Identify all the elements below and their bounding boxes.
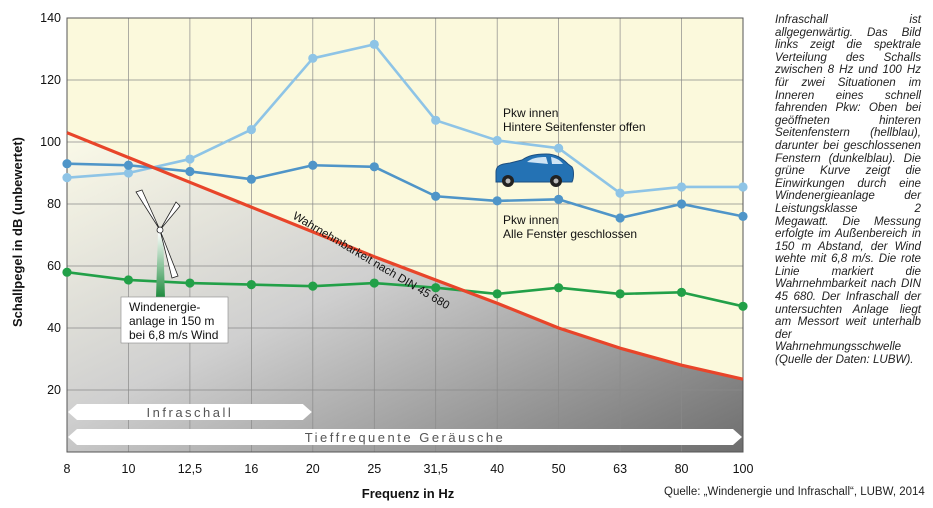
data-point xyxy=(185,154,195,164)
plot-frame xyxy=(66,17,744,453)
x-tick-label: 40 xyxy=(490,462,504,476)
data-point xyxy=(554,194,564,204)
y-tick-label: 100 xyxy=(40,135,61,149)
x-tick-label: 63 xyxy=(613,462,627,476)
series-line xyxy=(66,270,744,308)
y-axis-label: Schallpegel in dB (unbewertet) xyxy=(10,137,25,327)
annotation-open-line1: Pkw innen xyxy=(503,106,558,120)
data-point xyxy=(431,283,441,293)
data-point xyxy=(185,278,195,288)
x-tick-label: 80 xyxy=(675,462,689,476)
band-label: Infraschall xyxy=(147,405,234,420)
data-point xyxy=(676,199,687,209)
data-point xyxy=(246,174,256,184)
data-point xyxy=(676,287,687,297)
data-point xyxy=(615,289,625,299)
y-tick-label: 80 xyxy=(47,197,61,211)
data-point xyxy=(185,166,195,177)
x-tick-label: 12,5 xyxy=(178,462,202,476)
series-line xyxy=(66,162,744,220)
chart: 20 40 60 80 100 120 140 8 10 12,5 16 20 25 31,5 40 50 6… xyxy=(10,11,754,501)
wind-turbine-icon xyxy=(135,189,181,298)
data-point xyxy=(62,267,72,277)
data-point xyxy=(738,182,748,192)
series-group xyxy=(62,39,748,381)
band-arrow xyxy=(68,404,312,420)
grid xyxy=(67,18,743,452)
x-tick-label: 8 xyxy=(64,462,71,476)
figure-caption: Infraschall ist allgegenwärtig. Das Bild… xyxy=(775,13,921,367)
source-note: Quelle: „Windenergie und Infraschall“, L… xyxy=(664,486,925,498)
data-point xyxy=(554,143,564,153)
data-point xyxy=(676,182,687,192)
x-tick-label: 10 xyxy=(122,462,136,476)
data-point xyxy=(492,135,502,146)
data-point xyxy=(308,53,318,63)
data-point xyxy=(123,160,134,170)
data-point xyxy=(369,39,379,49)
annotation-closed-line2: Alle Fenster geschlossen xyxy=(503,227,637,241)
data-point xyxy=(431,191,441,201)
frequency-bands: Infraschall Tieffrequente Geräusche xyxy=(68,404,742,445)
data-point xyxy=(246,280,256,290)
data-point xyxy=(123,275,134,285)
data-point xyxy=(492,196,502,206)
y-tick-label: 140 xyxy=(40,11,61,25)
x-tick-label: 25 xyxy=(367,462,381,476)
x-tick-label: 31,5 xyxy=(424,462,448,476)
wind-label-box xyxy=(120,296,229,344)
data-point xyxy=(308,160,318,170)
annotation-open-line2: Hintere Seitenfenster offen xyxy=(503,120,646,134)
x-tick-label: 100 xyxy=(733,462,754,476)
annotation-wind-line2: anlage in 150 m xyxy=(129,314,214,328)
y-tick-label: 120 xyxy=(40,73,61,87)
data-point xyxy=(615,213,625,223)
y-axis-ticks: 20 40 60 80 100 120 140 xyxy=(40,11,61,397)
data-point xyxy=(123,168,134,178)
x-tick-label: 50 xyxy=(552,462,566,476)
annotation-closed-line1: Pkw innen xyxy=(503,213,558,227)
data-point xyxy=(62,173,72,183)
data-point xyxy=(369,278,379,288)
data-point xyxy=(554,283,564,293)
y-tick-label: 40 xyxy=(47,321,61,335)
x-tick-label: 20 xyxy=(306,462,320,476)
data-point xyxy=(246,125,256,135)
y-tick-label: 60 xyxy=(47,259,61,273)
car-icon xyxy=(495,153,574,187)
band-arrow xyxy=(68,429,742,445)
perception-shaded-area xyxy=(67,132,743,452)
x-axis-label: Frequenz in Hz xyxy=(362,486,455,501)
data-point xyxy=(308,281,318,291)
x-tick-label: 16 xyxy=(244,462,258,476)
x-axis-ticks: 8 10 12,5 16 20 25 31,5 40 50 63 80 100 xyxy=(64,462,754,476)
data-point xyxy=(615,188,625,198)
data-point xyxy=(431,115,441,125)
data-point xyxy=(738,211,748,221)
annotation-wind-line3: bei 6,8 m/s Wind xyxy=(129,328,218,342)
data-point xyxy=(62,159,72,169)
data-point xyxy=(492,289,502,299)
band-label: Tieffrequente Geräusche xyxy=(305,430,506,445)
annotation-wind-line1: Windenergie- xyxy=(129,300,200,314)
data-point xyxy=(369,162,379,172)
data-point xyxy=(738,301,748,311)
series-line xyxy=(66,131,744,381)
series-line xyxy=(66,43,743,195)
y-tick-label: 20 xyxy=(47,383,61,397)
